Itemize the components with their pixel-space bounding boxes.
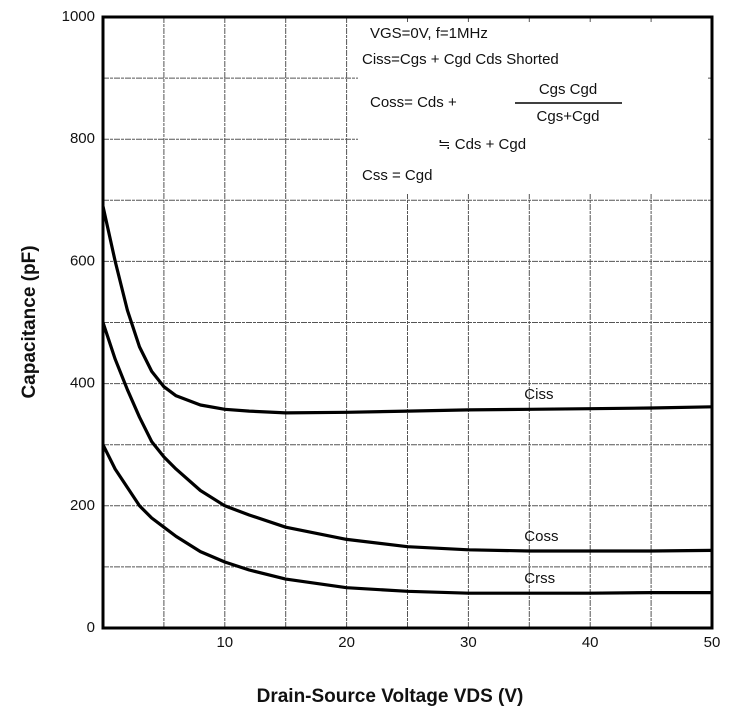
- x-axis-label: Drain-Source Voltage VDS (V): [257, 686, 524, 707]
- annotation: Ciss=Cgs + Cgd Cds Shorted: [362, 51, 559, 68]
- y-tick-label: 400: [70, 375, 95, 392]
- y-tick-label: 200: [70, 497, 95, 514]
- series-label: Ciss: [524, 386, 553, 403]
- x-tick-label: 10: [216, 634, 233, 651]
- grid: [103, 16, 713, 629]
- annotation-background: [358, 22, 708, 194]
- y-tick-label: 1000: [62, 8, 95, 25]
- annotation: VGS=0V, f=1MHz: [370, 25, 488, 42]
- curve: [101, 206, 713, 415]
- annotation: Cgs+Cgd: [537, 108, 600, 125]
- annotation: Css = Cgd: [362, 167, 432, 184]
- annotation: Coss= Cds +: [370, 94, 457, 111]
- curves: [101, 206, 713, 595]
- x-tick-label: 50: [704, 634, 721, 651]
- plot-frame: [101, 15, 714, 630]
- series-label: Coss: [524, 528, 558, 545]
- x-tick-label: 30: [460, 634, 477, 651]
- y-tick-label: 0: [87, 619, 95, 636]
- annotation: ≒ Cds + Cgd: [438, 136, 526, 153]
- y-tick-label: 600: [70, 252, 95, 269]
- annotation: Cgs Cgd: [539, 81, 597, 98]
- y-axis-label: Capacitance (pF): [19, 245, 40, 398]
- y-tick-label: 800: [70, 130, 95, 147]
- x-tick-label: 40: [582, 634, 599, 651]
- curve: [101, 443, 712, 595]
- series-label: Crss: [524, 570, 555, 587]
- curve: [101, 321, 713, 553]
- x-tick-label: 20: [338, 634, 355, 651]
